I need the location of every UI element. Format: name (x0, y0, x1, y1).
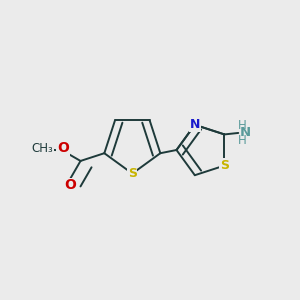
Text: O: O (64, 178, 76, 192)
Text: S: S (128, 167, 137, 180)
Text: H: H (238, 119, 247, 132)
Text: N: N (239, 127, 250, 140)
Text: S: S (220, 159, 229, 172)
Text: CH₃: CH₃ (31, 142, 53, 155)
Text: O: O (57, 141, 69, 155)
Text: H: H (238, 134, 247, 147)
Text: N: N (190, 118, 200, 131)
